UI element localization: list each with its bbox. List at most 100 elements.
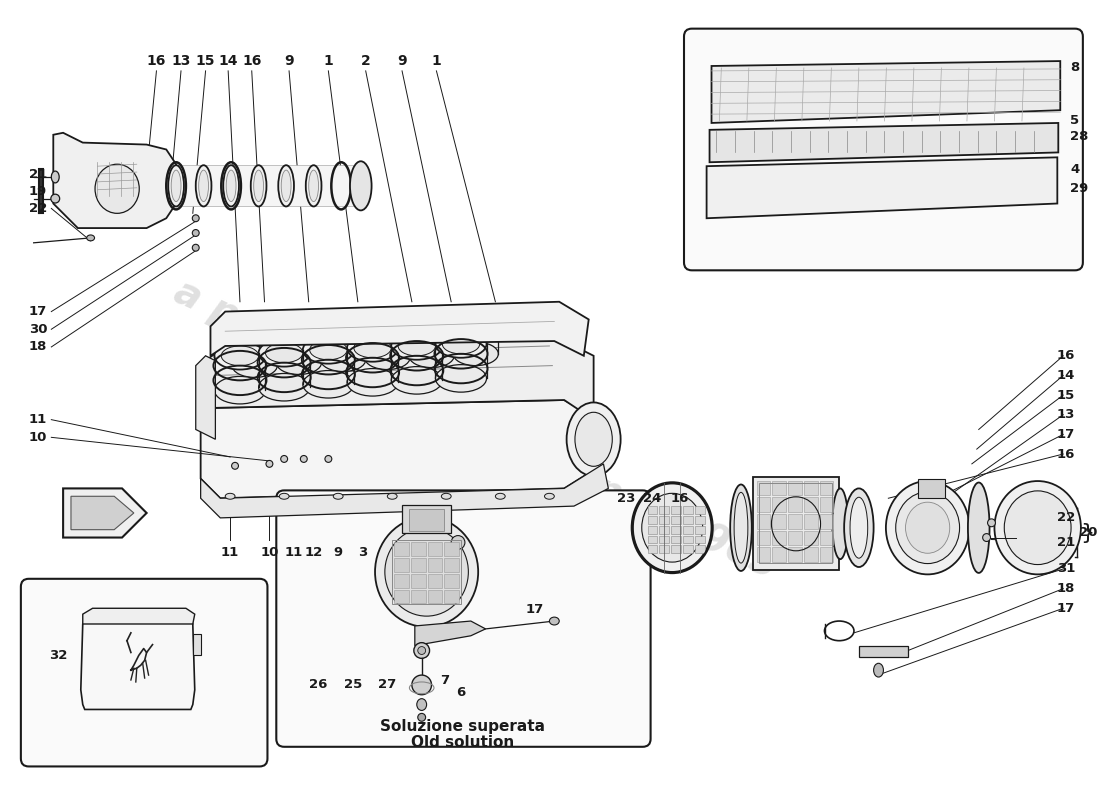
Text: Old solution: Old solution bbox=[411, 735, 515, 750]
Bar bbox=[428, 542, 442, 556]
Text: 14: 14 bbox=[1057, 369, 1075, 382]
Ellipse shape bbox=[371, 320, 404, 337]
Ellipse shape bbox=[418, 646, 426, 654]
Text: 27: 27 bbox=[378, 678, 396, 691]
Ellipse shape bbox=[453, 313, 498, 336]
Bar bbox=[444, 542, 459, 556]
Bar bbox=[683, 516, 693, 524]
Bar bbox=[411, 558, 426, 572]
Bar bbox=[394, 574, 409, 588]
Bar bbox=[757, 514, 770, 529]
Bar bbox=[659, 546, 669, 554]
FancyBboxPatch shape bbox=[684, 29, 1082, 270]
Text: 8: 8 bbox=[1070, 62, 1079, 74]
Bar bbox=[695, 535, 705, 543]
Bar bbox=[444, 574, 459, 588]
Text: 16: 16 bbox=[146, 54, 166, 68]
Text: 16: 16 bbox=[242, 54, 262, 68]
Text: 10: 10 bbox=[261, 546, 278, 558]
Ellipse shape bbox=[192, 230, 199, 237]
Ellipse shape bbox=[214, 377, 265, 404]
Text: 3: 3 bbox=[359, 546, 367, 558]
Text: 2: 2 bbox=[361, 54, 371, 68]
Ellipse shape bbox=[168, 166, 184, 206]
Bar bbox=[757, 547, 770, 562]
Ellipse shape bbox=[282, 170, 292, 202]
Polygon shape bbox=[63, 489, 146, 538]
Bar bbox=[176, 166, 363, 206]
Bar bbox=[772, 530, 786, 546]
Ellipse shape bbox=[436, 330, 486, 358]
Text: 9: 9 bbox=[333, 546, 343, 558]
Polygon shape bbox=[206, 336, 594, 420]
Ellipse shape bbox=[968, 482, 990, 573]
Ellipse shape bbox=[632, 483, 712, 572]
Text: 29: 29 bbox=[1070, 182, 1088, 195]
Text: a passion for parts since 1965: a passion for parts since 1965 bbox=[168, 273, 783, 586]
Bar bbox=[804, 498, 817, 512]
Ellipse shape bbox=[844, 489, 873, 567]
Bar bbox=[695, 546, 705, 554]
Ellipse shape bbox=[192, 244, 199, 251]
Text: 11: 11 bbox=[221, 546, 239, 558]
Bar bbox=[683, 546, 693, 554]
Text: 11: 11 bbox=[285, 546, 304, 558]
Text: 22: 22 bbox=[29, 202, 47, 215]
Ellipse shape bbox=[994, 481, 1081, 574]
Text: 19: 19 bbox=[29, 186, 47, 198]
Ellipse shape bbox=[905, 502, 949, 554]
Bar bbox=[394, 542, 409, 556]
Bar bbox=[428, 558, 442, 572]
Bar bbox=[428, 574, 442, 588]
Text: 11: 11 bbox=[29, 413, 47, 426]
Ellipse shape bbox=[418, 714, 426, 722]
Text: 10: 10 bbox=[29, 431, 47, 444]
Text: 16: 16 bbox=[1057, 350, 1075, 362]
Ellipse shape bbox=[566, 402, 620, 476]
Text: 13: 13 bbox=[172, 54, 190, 68]
Ellipse shape bbox=[375, 517, 478, 627]
Ellipse shape bbox=[239, 328, 271, 345]
Bar bbox=[411, 590, 426, 603]
Ellipse shape bbox=[199, 170, 209, 202]
Ellipse shape bbox=[232, 462, 239, 470]
Ellipse shape bbox=[575, 412, 613, 466]
Bar bbox=[752, 477, 839, 570]
Ellipse shape bbox=[327, 322, 360, 338]
Bar bbox=[695, 506, 705, 514]
Text: 21: 21 bbox=[1057, 536, 1075, 549]
Ellipse shape bbox=[324, 455, 332, 462]
Text: 6: 6 bbox=[456, 686, 465, 699]
Ellipse shape bbox=[266, 461, 273, 467]
Polygon shape bbox=[192, 634, 200, 655]
Polygon shape bbox=[196, 356, 216, 439]
Ellipse shape bbox=[409, 314, 454, 338]
Text: 17: 17 bbox=[29, 305, 47, 318]
Text: 12: 12 bbox=[305, 546, 322, 558]
Bar bbox=[757, 498, 770, 512]
Ellipse shape bbox=[302, 370, 354, 398]
Ellipse shape bbox=[641, 494, 703, 562]
Polygon shape bbox=[712, 61, 1060, 123]
Bar bbox=[757, 481, 770, 495]
Ellipse shape bbox=[320, 318, 365, 342]
Text: 16: 16 bbox=[671, 492, 690, 505]
Bar bbox=[648, 506, 658, 514]
Bar bbox=[859, 646, 908, 658]
Polygon shape bbox=[72, 496, 134, 530]
Polygon shape bbox=[210, 302, 588, 356]
Polygon shape bbox=[80, 618, 195, 710]
Ellipse shape bbox=[172, 170, 182, 202]
Bar bbox=[393, 541, 461, 604]
Ellipse shape bbox=[214, 342, 265, 370]
Bar bbox=[671, 516, 681, 524]
Ellipse shape bbox=[258, 339, 310, 366]
Bar bbox=[428, 590, 442, 603]
Ellipse shape bbox=[196, 166, 211, 206]
Ellipse shape bbox=[300, 455, 307, 462]
Ellipse shape bbox=[306, 166, 321, 206]
Ellipse shape bbox=[734, 492, 748, 563]
Bar bbox=[788, 498, 802, 512]
Bar bbox=[757, 530, 770, 546]
Bar bbox=[788, 547, 802, 562]
